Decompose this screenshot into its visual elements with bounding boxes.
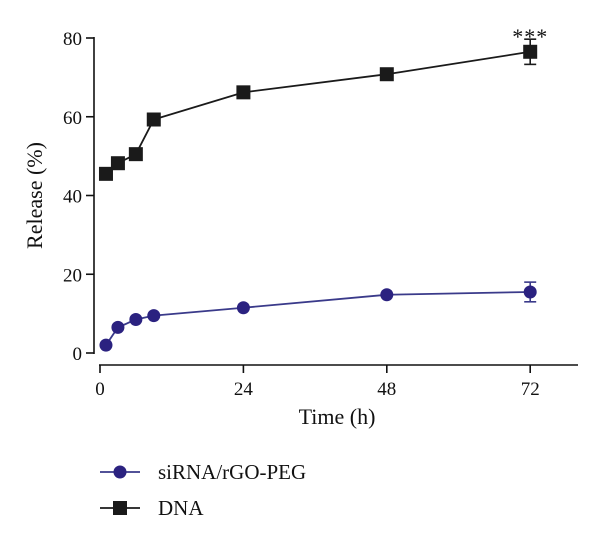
data-point-dna [146,112,161,127]
axes: 0 20 40 60 80 0 24 48 72 Time (h) Release (%) [22,29,578,429]
data-point-dna [128,147,143,162]
data-point-sirna-rgo-peg [380,288,394,302]
data-point-dna [236,85,251,100]
series-line-sirna-rgo-peg [105,291,531,346]
y-tick-label: 80 [63,29,82,50]
data-point-sirna-rgo-peg [129,313,143,327]
y-tick-label: 40 [63,187,82,208]
legend: siRNA/rGO-PEG DNA [100,460,306,520]
data-point-sirna-rgo-peg [147,309,161,323]
legend-item-sirna-rgo-peg: siRNA/rGO-PEG [100,460,306,484]
data-point-sirna-rgo-peg [99,338,113,352]
y-tick-label: 20 [63,265,82,286]
x-axis-title: Time (h) [299,404,376,429]
data-point-dna [523,44,538,59]
data-point-dna [98,166,113,181]
legend-marker-sirna-rgo-peg [113,465,127,479]
legend-marker-dna [113,501,127,515]
y-tick-label: 0 [73,344,83,365]
x-tick-label: 24 [234,379,254,400]
x-tick-label: 0 [95,379,105,400]
data-point-sirna-rgo-peg [236,301,250,315]
x-tick-label: 72 [521,379,540,400]
annotations: *** [512,24,548,49]
data-point-sirna-rgo-peg [111,320,125,334]
series-sirna-rgo-peg [99,281,537,352]
series-dna [98,38,538,181]
plot-area [98,38,538,352]
data-point-dna [110,156,125,171]
x-axis-ticks: 0 24 48 72 [95,365,540,400]
significance-annotation: *** [512,24,548,49]
y-tick-label: 60 [63,108,82,129]
legend-label: DNA [158,496,204,520]
data-point-sirna-rgo-peg [523,285,537,299]
y-axis-ticks: 0 20 40 60 80 [63,29,94,365]
data-point-dna [379,67,394,82]
legend-item-dna: DNA [100,496,204,520]
legend-label: siRNA/rGO-PEG [158,460,306,484]
series-line-dna [105,50,531,175]
y-axis-title: Release (%) [22,142,47,249]
x-tick-label: 48 [377,379,396,400]
